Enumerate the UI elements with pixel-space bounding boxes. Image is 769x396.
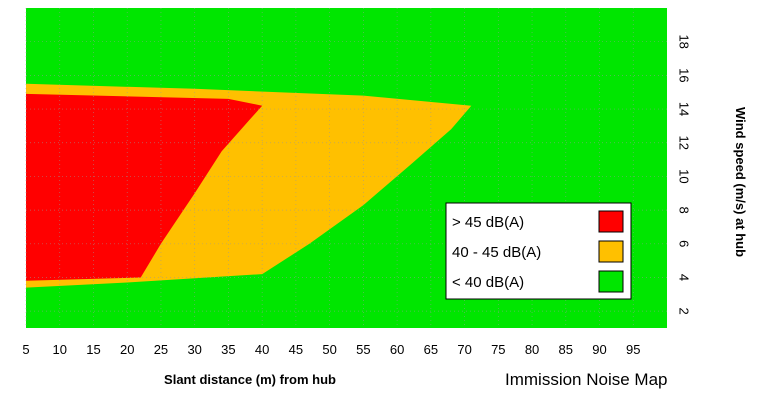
noise-regions: [26, 83, 472, 288]
y-tick-label: 8: [677, 206, 692, 213]
x-tick-label: 90: [592, 342, 606, 357]
x-tick-label: 70: [457, 342, 471, 357]
legend-swatch: [598, 240, 624, 263]
y-tick-label: 14: [677, 102, 692, 116]
legend-label: > 45 dB(A): [452, 214, 524, 231]
y-tick-label: 6: [677, 240, 692, 247]
x-tick-label: 25: [154, 342, 168, 357]
x-tick-label: 20: [120, 342, 134, 357]
x-tick-label: 5: [22, 342, 29, 357]
x-tick-label: 10: [53, 342, 67, 357]
legend-label: 40 - 45 dB(A): [452, 244, 541, 261]
x-tick-label: 95: [626, 342, 640, 357]
chart-title: Immission Noise Map: [505, 370, 668, 389]
noise-region-1: [26, 93, 263, 281]
x-tick-label: 45: [289, 342, 303, 357]
y-tick-label: 2: [677, 308, 692, 315]
y-tick-label: 16: [677, 68, 692, 82]
x-tick-label: 85: [559, 342, 573, 357]
legend: > 45 dB(A) 40 - 45 dB(A) < 40 dB(A): [445, 202, 632, 300]
x-tick-label: 50: [322, 342, 336, 357]
legend-label: < 40 dB(A): [452, 274, 524, 291]
x-axis-title: Slant distance (m) from hub: [164, 372, 336, 387]
y-tick-label: 10: [677, 169, 692, 183]
x-tick-label: 65: [424, 342, 438, 357]
y-axis-title: Wind speed (m/s) at hub: [733, 107, 748, 257]
gridlines: [25, 8, 667, 328]
legend-swatch: [598, 270, 624, 293]
x-tick-label: 55: [356, 342, 370, 357]
x-tick-label: 80: [525, 342, 539, 357]
y-tick-label: 18: [677, 34, 692, 48]
x-tick-label: 15: [86, 342, 100, 357]
x-tick-label: 75: [491, 342, 505, 357]
x-tick-label: 35: [221, 342, 235, 357]
x-tick-label: 40: [255, 342, 269, 357]
y-tick-label: 12: [677, 136, 692, 150]
y-tick-label: 4: [677, 274, 692, 281]
x-tick-labels: 5 10 15 20 25 30 35 40 45 50 55 60 65 70 75 80 85 90 95: [22, 342, 640, 357]
y-tick-labels: 2 4 6 8 10 12 14 16 18: [677, 34, 692, 314]
legend-swatch: [598, 210, 624, 233]
x-tick-label: 60: [390, 342, 404, 357]
x-tick-label: 30: [187, 342, 201, 357]
